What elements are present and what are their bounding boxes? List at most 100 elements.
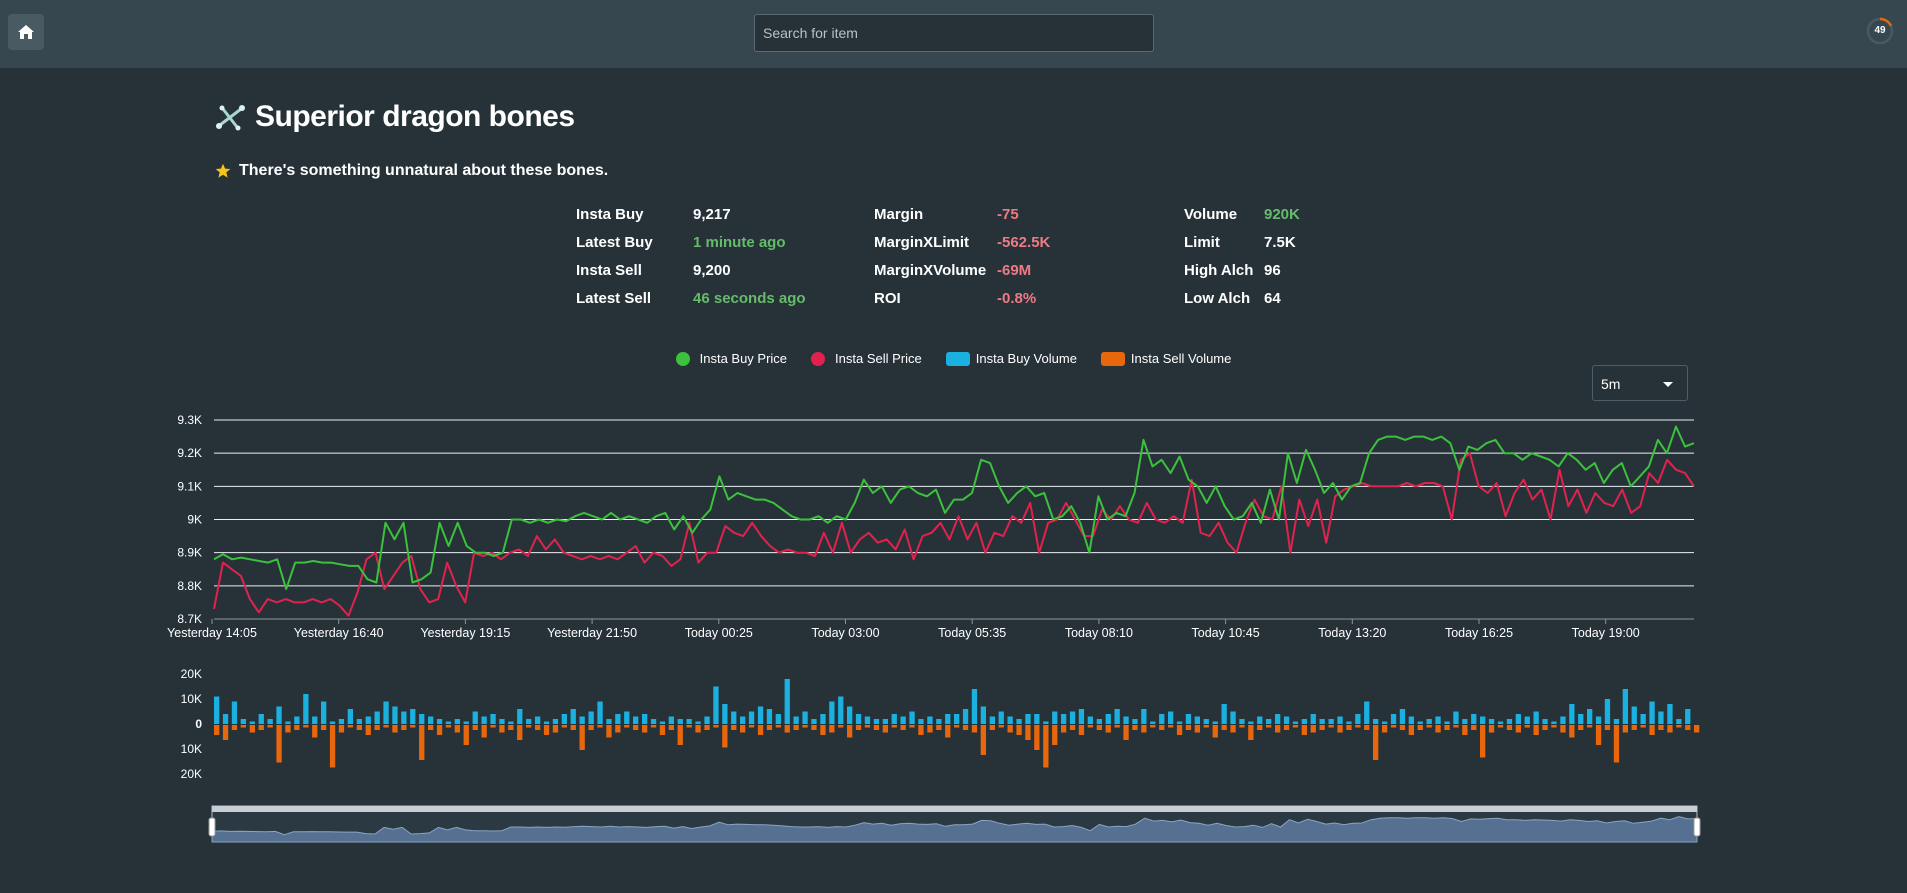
buy-volume-bar — [1257, 716, 1263, 724]
buy-volume-bar — [686, 719, 692, 724]
sell-volume-bar — [1346, 725, 1352, 730]
buy-volume-bar — [900, 716, 906, 724]
sell-volume-bar — [240, 725, 246, 728]
buy-volume-bar — [1426, 719, 1432, 724]
item-title: Superior dragon bones — [255, 100, 575, 133]
sell-volume-bar — [909, 725, 915, 728]
sell-volume-bar — [1043, 725, 1049, 768]
margin-x-limit-value: -562.5K — [997, 234, 1051, 251]
sell-volume-bar — [436, 725, 443, 735]
legend-insta-buy-price[interactable]: Insta Buy Price — [675, 351, 787, 366]
insta-sell-price-line — [213, 452, 1695, 617]
roi-label: ROI — [874, 290, 901, 307]
sell-volume-bar — [1239, 725, 1245, 728]
sell-volume-bar — [1337, 725, 1343, 733]
buy-volume-bar — [463, 721, 469, 724]
buy-volume-bar — [285, 721, 291, 724]
sell-volume-bar — [1426, 725, 1432, 728]
buy-volume-bar — [321, 701, 327, 724]
buy-volume-bar — [1132, 719, 1138, 724]
sell-volume-bar — [410, 725, 416, 728]
home-button[interactable] — [8, 14, 44, 50]
roi-value: -0.8% — [997, 290, 1037, 307]
sell-volume-bar — [891, 725, 897, 728]
sell-volume-bar — [535, 725, 541, 730]
sell-volume-bar — [748, 725, 755, 728]
sell-volume-bar — [1390, 725, 1397, 728]
sell-volume-bar — [419, 725, 425, 760]
buy-volume-bar — [766, 709, 773, 724]
sell-volume-bar — [428, 725, 434, 730]
sell-volume-bar — [1257, 725, 1263, 730]
buy-volume-bar — [757, 706, 764, 724]
chart-legend: Insta Buy Price Insta Sell Price Insta B… — [0, 351, 1907, 366]
buy-volume-bar — [1444, 721, 1450, 724]
sell-volume-bar — [864, 725, 871, 728]
legend-insta-sell-volume[interactable]: Insta Sell Volume — [1100, 351, 1231, 366]
sell-volume-bar — [1658, 725, 1664, 730]
buy-volume-bar — [1408, 716, 1414, 724]
buy-volume-bar — [1087, 716, 1093, 724]
legend-insta-sell-price[interactable]: Insta Sell Price — [811, 351, 922, 366]
sell-volume-bar — [1613, 725, 1620, 763]
legend-swatch-buy-volume — [945, 351, 970, 366]
buy-volume-bar — [740, 716, 746, 724]
buy-volume-bar — [410, 709, 416, 724]
buy-volume-bar — [1382, 721, 1388, 724]
sell-volume-bar — [998, 725, 1004, 728]
buy-volume-bar — [597, 701, 603, 724]
sell-volume-bar — [374, 725, 380, 730]
sell-volume-bar — [1560, 725, 1566, 733]
price-tick-label: 9K — [187, 513, 202, 527]
buy-volume-bar — [1587, 709, 1593, 724]
top-bar: 49 — [0, 0, 1907, 68]
refresh-timer: 49 — [1865, 16, 1895, 46]
sell-volume-bar — [356, 725, 362, 730]
sell-volume-bar — [552, 725, 559, 733]
buy-volume-bar — [1560, 716, 1566, 724]
sell-volume-bar — [1283, 725, 1290, 730]
legend-insta-buy-volume[interactable]: Insta Buy Volume — [945, 351, 1077, 366]
buy-volume-bar — [240, 719, 246, 724]
sell-volume-bar — [249, 725, 255, 733]
interval-select[interactable]: 5m — [1592, 365, 1688, 401]
sell-volume-bar — [1542, 725, 1548, 730]
sell-volume-bar — [1275, 725, 1281, 733]
buy-volume-bar — [1239, 719, 1245, 724]
item-header: Superior dragon bones — [215, 100, 575, 134]
sell-volume-bar — [1453, 725, 1459, 728]
price-tick-label: 8.7K — [177, 612, 202, 626]
search-input[interactable] — [754, 14, 1154, 52]
buy-volume-bar — [303, 694, 309, 724]
sell-volume-bar — [1328, 725, 1334, 728]
buy-volume-bar — [1283, 716, 1290, 724]
buy-volume-bar — [338, 719, 345, 724]
sell-volume-bar — [1649, 725, 1655, 735]
buy-volume-bar — [606, 719, 612, 724]
buy-volume-bar — [1622, 689, 1628, 724]
buy-volume-bar — [570, 709, 576, 724]
buy-volume-bar — [436, 719, 443, 724]
sell-volume-bar — [766, 725, 773, 730]
buy-volume-bar — [214, 696, 220, 724]
sell-volume-bar — [1622, 725, 1628, 733]
sell-volume-bar — [303, 725, 309, 728]
interval-value: 5m — [1601, 376, 1621, 392]
sell-volume-bar — [392, 725, 398, 733]
buy-volume-bar — [1185, 714, 1192, 724]
buy-volume-bar — [481, 716, 487, 724]
sell-volume-bar — [793, 725, 799, 730]
sell-volume-bar — [642, 725, 648, 733]
buy-volume-bar — [1328, 719, 1334, 724]
buy-volume-bar — [811, 719, 817, 724]
sell-volume-bar — [1506, 725, 1513, 730]
buy-volume-bar — [1159, 714, 1165, 724]
buy-volume-bar — [222, 714, 229, 724]
buy-volume-bar — [517, 709, 523, 724]
latest-buy-value: 1 minute ago — [693, 234, 786, 251]
price-tick-label: 9.3K — [177, 413, 202, 427]
sell-volume-bar — [1382, 725, 1388, 733]
buy-volume-bar — [998, 711, 1004, 724]
buy-volume-bar — [989, 716, 995, 724]
sell-volume-bar — [811, 725, 817, 730]
